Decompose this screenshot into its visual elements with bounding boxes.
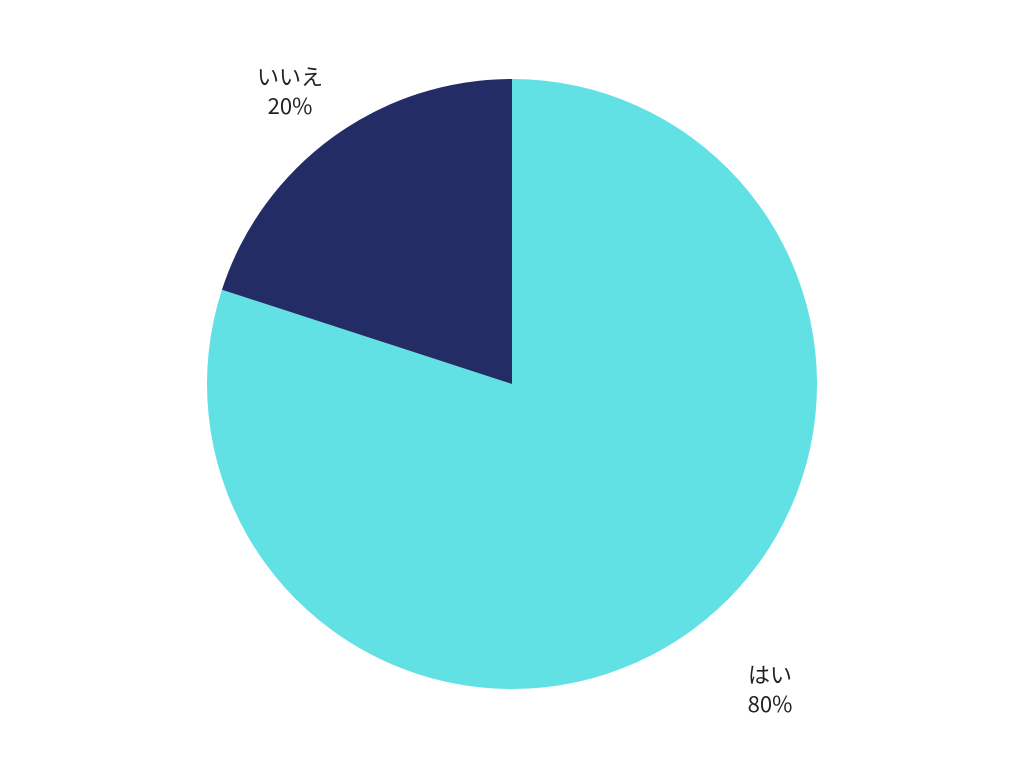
slice-label-no-name: いいえ bbox=[257, 62, 323, 91]
slice-label-yes-name: はい bbox=[748, 660, 793, 689]
slice-label-yes: はい 80% bbox=[748, 660, 793, 717]
slice-label-yes-percent: 80% bbox=[748, 689, 793, 718]
slice-label-no: いいえ 20% bbox=[257, 62, 323, 119]
pie-chart-svg bbox=[0, 0, 1024, 768]
slice-label-no-percent: 20% bbox=[257, 91, 323, 120]
pie-chart-stage: はい 80% いいえ 20% bbox=[0, 0, 1024, 768]
